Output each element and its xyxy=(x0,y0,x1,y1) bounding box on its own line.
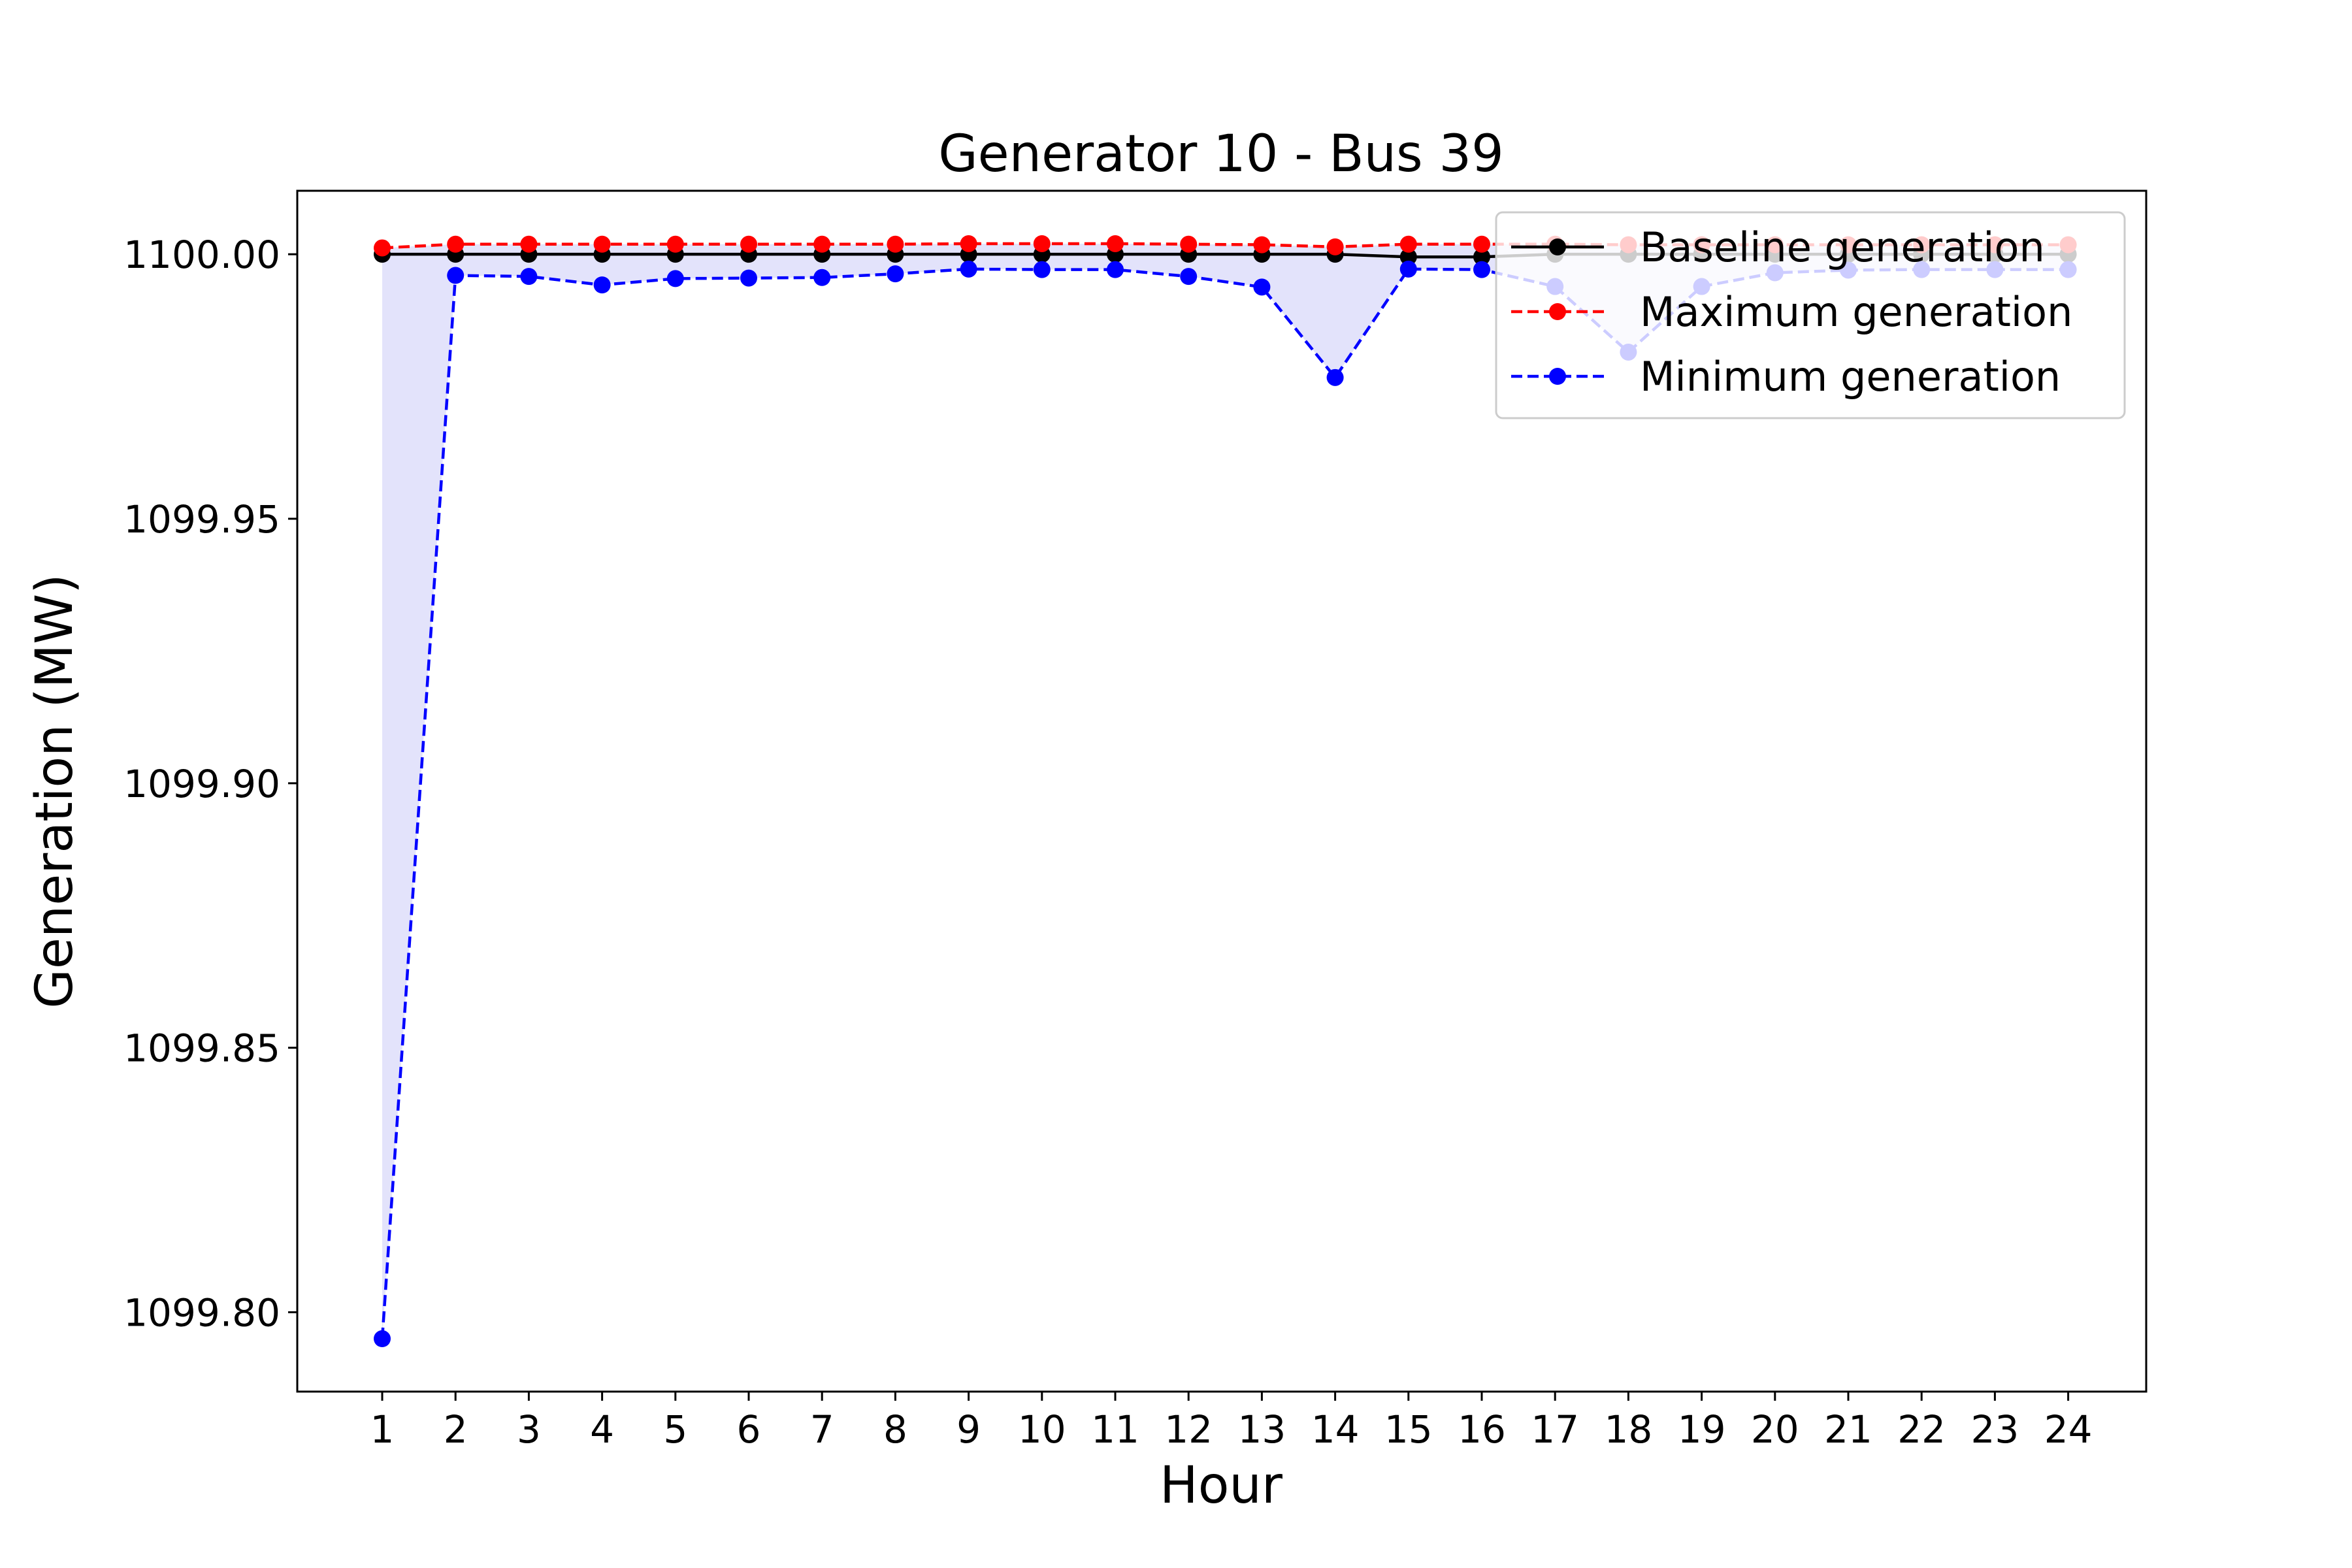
x-tick-label: 7 xyxy=(810,1407,834,1452)
x-tick-label: 17 xyxy=(1531,1407,1579,1452)
maximum-generation-point xyxy=(813,235,831,253)
maximum-generation-point xyxy=(887,235,904,253)
x-tick-label: 19 xyxy=(1678,1407,1726,1452)
maximum-generation-point xyxy=(374,239,391,257)
x-tick-label: 5 xyxy=(663,1407,687,1452)
minimum-generation-point xyxy=(740,269,757,287)
x-tick-label: 12 xyxy=(1164,1407,1213,1452)
x-tick-label: 21 xyxy=(1824,1407,1872,1452)
minimum-generation-point xyxy=(887,265,904,283)
x-axis: 1 2 3 4 5 6 7 8 9 10 11 12 13 14 15 16 17 18 19 20 21 22 23 24 xyxy=(370,1392,2093,1452)
x-tick-label: 15 xyxy=(1384,1407,1433,1452)
maximum-generation-point xyxy=(666,235,684,253)
minimum-generation-point xyxy=(1180,268,1198,286)
maximum-generation-point xyxy=(1107,235,1124,252)
maximum-generation-point xyxy=(960,235,977,252)
minimum-generation-point xyxy=(593,276,611,294)
x-tick-label: 1 xyxy=(370,1407,395,1452)
chart-title: Generator 10 - Bus 39 xyxy=(938,125,1504,184)
maximum-generation-point xyxy=(1473,235,1490,253)
x-tick-label: 10 xyxy=(1018,1407,1066,1452)
minimum-generation-point xyxy=(666,270,684,287)
y-tick-label: 1100.00 xyxy=(123,233,280,277)
baseline-generation-point xyxy=(1473,248,1490,266)
legend-label-baseline-generation: Baseline generation xyxy=(1640,223,2045,271)
x-tick-label: 11 xyxy=(1091,1407,1139,1452)
x-tick-label: 23 xyxy=(1970,1407,2019,1452)
legend-label-maximum-generation: Maximum generation xyxy=(1640,288,2072,336)
legend-label-minimum-generation: Minimum generation xyxy=(1640,353,2061,400)
minimum-generation-point xyxy=(1399,260,1417,278)
legend-marker-baseline-generation xyxy=(1549,238,1566,255)
maximum-generation-point xyxy=(1033,235,1051,252)
maximum-generation-point xyxy=(1253,236,1271,253)
x-tick-label: 4 xyxy=(590,1407,614,1452)
legend-box xyxy=(1495,211,2126,419)
y-tick-label: 1099.80 xyxy=(123,1291,280,1335)
minimum-generation-point xyxy=(813,269,831,286)
minimum-generation-point xyxy=(520,268,538,286)
x-tick-label: 3 xyxy=(517,1407,541,1452)
maximum-generation-point xyxy=(1326,238,1344,255)
maximum-generation-point xyxy=(740,235,757,253)
y-tick-label: 1099.85 xyxy=(123,1026,280,1071)
x-tick-label: 13 xyxy=(1237,1407,1286,1452)
x-tick-label: 20 xyxy=(1751,1407,1799,1452)
minimum-generation-point xyxy=(1326,368,1344,386)
maximum-generation-point xyxy=(447,235,465,253)
x-tick-label: 14 xyxy=(1311,1407,1360,1452)
minimum-generation-point xyxy=(1107,261,1124,278)
y-axis: 1099.80 1099.85 1099.90 1099.95 1100.00 xyxy=(123,233,297,1335)
legend-marker-minimum-generation xyxy=(1549,368,1566,385)
x-tick-label: 2 xyxy=(444,1407,468,1452)
minimum-generation-point xyxy=(1473,261,1490,278)
x-tick-label: 8 xyxy=(883,1407,907,1452)
minimum-generation-point xyxy=(374,1330,391,1348)
y-tick-label: 1099.90 xyxy=(123,762,280,806)
x-axis-title: Hour xyxy=(1160,1456,1283,1515)
x-tick-label: 9 xyxy=(956,1407,981,1452)
legend-marker-maximum-generation xyxy=(1549,303,1566,320)
x-tick-label: 22 xyxy=(1897,1407,1946,1452)
plot-frame xyxy=(296,189,2148,1393)
minimum-generation-point xyxy=(1253,278,1271,296)
maximum-generation-point xyxy=(1180,235,1198,253)
y-tick-label: 1099.95 xyxy=(123,497,280,542)
y-axis-title: Generation (MW) xyxy=(25,574,84,1008)
minimum-generation-point xyxy=(1033,261,1051,278)
x-tick-label: 18 xyxy=(1604,1407,1652,1452)
minimum-generation-point xyxy=(447,267,465,284)
legend: Baseline generation Maximum generation Min… xyxy=(1495,211,2126,419)
maximum-generation-point xyxy=(520,235,538,253)
maximum-generation-point xyxy=(593,235,611,253)
baseline-generation-point xyxy=(1399,248,1417,266)
minimum-generation-point xyxy=(960,260,977,278)
x-tick-label: 6 xyxy=(737,1407,761,1452)
x-tick-label: 24 xyxy=(2044,1407,2093,1452)
x-tick-label: 16 xyxy=(1458,1407,1506,1452)
maximum-generation-point xyxy=(1399,235,1417,253)
